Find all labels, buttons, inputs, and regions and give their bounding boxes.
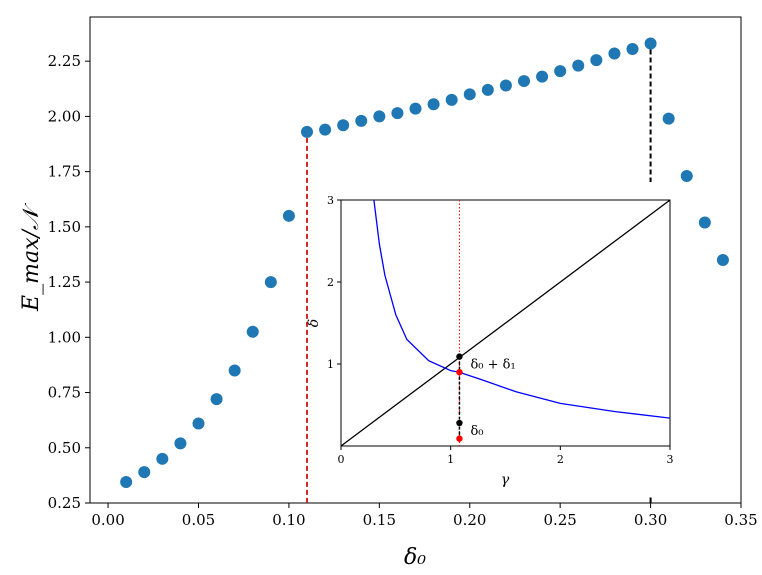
- x-tick-label: 0.15: [363, 511, 396, 529]
- y-tick-label: 0.50: [48, 439, 81, 457]
- inset-x-tick-label: 2: [557, 453, 564, 466]
- data-point: [626, 43, 639, 56]
- inset-x-axis-label: γ: [501, 472, 510, 488]
- inset-frame: [340, 199, 671, 447]
- inset-y-ticks: 1 2 3: [327, 194, 341, 371]
- x-tick-label: 0.20: [453, 511, 486, 529]
- y-tick-label: 1.25: [48, 273, 81, 291]
- y-tick-label: 1.75: [48, 163, 81, 181]
- inset-marker: [456, 353, 463, 360]
- data-point: [644, 37, 657, 50]
- inset-marker: [456, 419, 463, 427]
- x-tick-label: 0.25: [543, 511, 576, 529]
- y-tick-label: 1.50: [48, 218, 81, 236]
- data-point: [536, 70, 549, 83]
- data-point: [518, 75, 530, 88]
- inset-x-tick-label: 1: [447, 453, 454, 466]
- inset-points: [456, 353, 463, 442]
- data-point: [572, 59, 585, 72]
- inset-x-tick-label: 0: [338, 453, 345, 466]
- data-point: [319, 123, 332, 136]
- data-point: [499, 79, 512, 92]
- x-axis-label: δ₀: [404, 545, 426, 570]
- inset-background: [317, 182, 690, 497]
- data-point: [210, 393, 223, 406]
- data-point: [554, 65, 567, 78]
- data-point: [228, 364, 241, 377]
- data-point: [409, 102, 422, 115]
- main-y-ticks: 0.25 0.50 0.75 1.00 1.25 1.50 1.75 2.00 2.25: [48, 52, 90, 512]
- data-point: [138, 466, 151, 479]
- data-point: [373, 110, 386, 123]
- inset-y-axis-label: δ: [306, 319, 322, 327]
- data-point: [246, 325, 259, 338]
- x-tick-label: 0.35: [724, 511, 757, 529]
- main-points: [120, 37, 729, 489]
- inset-annotations: δ₀ + δ₁ δ₀: [470, 358, 515, 439]
- data-point: [192, 417, 205, 430]
- main-plot: 0.00 0.05 0.10 0.15 0.20 0.25 0.30 0.35 0.25 0.5…: [19, 16, 758, 570]
- inset-y-tick-label: 1: [327, 358, 334, 371]
- y-tick-label: 1.00: [48, 328, 81, 346]
- data-point: [662, 112, 675, 125]
- data-point: [174, 437, 187, 450]
- data-point: [698, 216, 711, 229]
- data-point: [301, 125, 313, 138]
- y-tick-label: 0.75: [48, 384, 81, 402]
- inset-annotation: δ₀ + δ₁: [470, 358, 515, 373]
- inset-x-tick-label: 3: [667, 453, 674, 466]
- inset-marker: [456, 435, 463, 442]
- y-tick-label: 2.00: [48, 107, 81, 125]
- inset-hyperbola-curve: [373, 199, 671, 419]
- data-point: [680, 170, 693, 183]
- data-point: [481, 83, 494, 96]
- data-point: [427, 98, 440, 111]
- data-point: [120, 476, 133, 489]
- x-tick-label: 0.05: [182, 511, 215, 529]
- data-point: [716, 254, 729, 266]
- inset-y-tick-label: 3: [327, 194, 334, 207]
- inset-diagonal-line: [340, 199, 671, 447]
- data-point: [608, 47, 621, 60]
- x-tick-label: 0.00: [91, 511, 124, 529]
- data-point: [337, 119, 350, 132]
- data-point: [264, 276, 277, 289]
- main-plot-frame: [89, 16, 742, 504]
- data-point: [355, 114, 368, 127]
- inset-lines: [340, 199, 671, 447]
- data-point: [282, 209, 295, 222]
- x-tick-label: 0.10: [272, 511, 305, 529]
- inset-marker: [456, 369, 463, 376]
- x-tick-label: 0.30: [634, 511, 667, 529]
- data-point: [463, 88, 476, 101]
- inset-y-tick-label: 2: [327, 276, 334, 289]
- main-x-ticks: 0.00 0.05 0.10 0.15 0.20 0.25 0.30 0.35: [91, 503, 758, 529]
- inset-annotation: δ₀: [470, 424, 483, 439]
- y-axis-label: E_max/𝒩: [19, 202, 44, 312]
- inset-x-ticks: 0 1 2 3: [338, 446, 674, 466]
- data-point: [156, 452, 169, 465]
- y-tick-label: 2.25: [48, 52, 81, 70]
- data-point: [445, 93, 458, 106]
- data-point: [590, 54, 603, 67]
- data-point: [391, 107, 404, 120]
- inset-plot: 0 1 2 3 1 2 3 δ₀ + δ₁ δ₀ γ δ: [306, 182, 690, 497]
- y-tick-label: 0.25: [48, 494, 81, 512]
